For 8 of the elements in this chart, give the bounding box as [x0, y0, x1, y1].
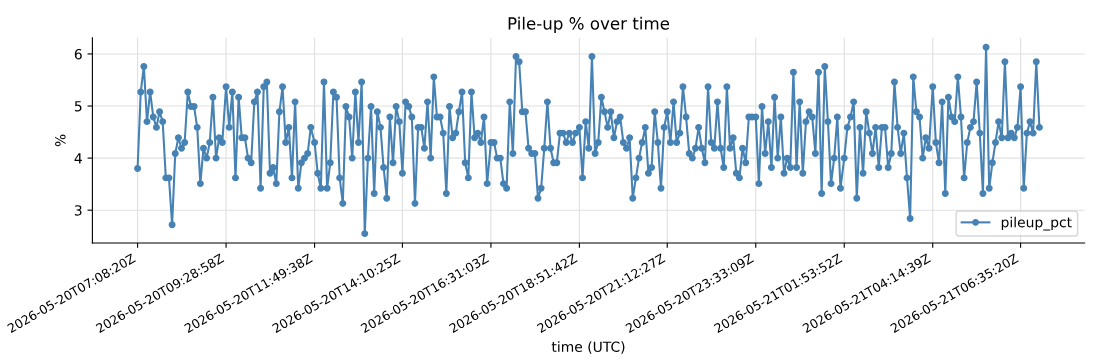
y-tick-label: 3 — [74, 205, 82, 216]
chart-title: Pile-up % over time — [508, 16, 670, 33]
legend-label: pileup_pct — [1001, 216, 1072, 231]
y-tick-label: 4 — [74, 153, 82, 164]
y-axis-title: % — [55, 134, 66, 147]
y-tick-label: 5 — [74, 101, 82, 112]
y-tick-label: 6 — [74, 48, 82, 60]
x-axis-title: time (UTC) — [551, 341, 625, 354]
